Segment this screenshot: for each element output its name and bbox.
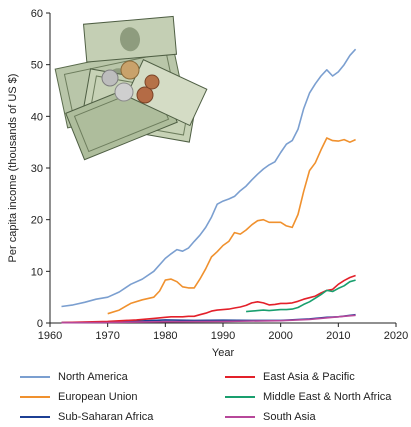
x-tick-label: 1960 bbox=[38, 330, 62, 342]
legend-item-east-asia-pacific: East Asia & Pacific bbox=[225, 371, 355, 383]
legend-label: South Asia bbox=[263, 411, 316, 423]
series-line-north-america bbox=[61, 48, 357, 308]
legend-label: East Asia & Pacific bbox=[263, 371, 355, 383]
y-tick-label: 20 bbox=[31, 215, 43, 227]
y-tick-label: 40 bbox=[31, 111, 43, 123]
legend-item-north-america: North America bbox=[20, 371, 128, 383]
legend-swatch bbox=[20, 396, 50, 398]
x-tick-label: 1980 bbox=[153, 330, 177, 342]
y-tick-label: 30 bbox=[31, 163, 43, 175]
legend-label: European Union bbox=[58, 391, 138, 403]
legend-item-middle-east-north-africa: Middle East & North Africa bbox=[225, 391, 391, 403]
legend-swatch bbox=[20, 416, 50, 418]
x-axis-title: Year bbox=[212, 347, 235, 359]
legend: North America East Asia & Pacific European… bbox=[0, 365, 411, 425]
legend-item-sub-saharan-africa: Sub-Saharan Africa bbox=[20, 411, 153, 423]
y-tick-label: 60 bbox=[31, 8, 43, 20]
legend-item-european-union: European Union bbox=[20, 391, 138, 403]
x-tick-label: 2010 bbox=[326, 330, 350, 342]
y-tick-label: 10 bbox=[31, 266, 43, 278]
x-tick-label: 2000 bbox=[268, 330, 292, 342]
y-axis-title: Per capita income (thousands of US $) bbox=[7, 74, 19, 263]
x-tick-label: 2020 bbox=[384, 330, 408, 342]
series-line-east-asia-pacific bbox=[61, 274, 356, 324]
series-line-south-asia bbox=[61, 314, 356, 324]
legend-swatch bbox=[20, 376, 50, 378]
legend-swatch bbox=[225, 376, 255, 378]
legend-item-south-asia: South Asia bbox=[225, 411, 316, 423]
legend-label: Sub-Saharan Africa bbox=[58, 411, 154, 423]
series-line-european-union bbox=[107, 137, 356, 315]
y-tick-label: 0 bbox=[37, 318, 43, 330]
series-line-middle-east-north-africa bbox=[246, 279, 356, 313]
x-tick-label: 1970 bbox=[95, 330, 119, 342]
legend-swatch bbox=[225, 416, 255, 418]
legend-label: North America bbox=[58, 371, 128, 383]
y-tick-label: 50 bbox=[31, 60, 43, 72]
money-illustration bbox=[54, 15, 208, 161]
legend-swatch bbox=[225, 396, 255, 398]
legend-label: Middle East & North Africa bbox=[263, 391, 392, 403]
x-tick-label: 1990 bbox=[211, 330, 235, 342]
